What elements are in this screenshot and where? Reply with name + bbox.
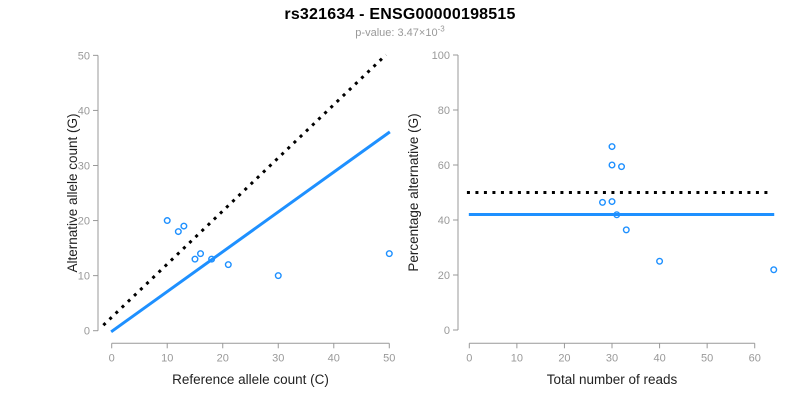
pvalue-label: p-value: 3.47×10 [355,27,438,39]
x-tick-label: 20 [558,352,570,364]
fit-line [110,130,391,334]
x-tick-label: 20 [217,352,229,364]
y-tick-label: 0 [444,325,450,337]
figure-subtitle: p-value: 3.47×10-3 [0,24,800,39]
y-axis-title: Alternative allele count (G) [65,113,80,272]
data-point [608,143,616,151]
data-point [274,272,282,280]
identity-line [102,53,388,327]
pvalue-exponent: -3 [437,24,445,34]
data-point [613,211,621,219]
data-point [622,226,630,234]
figure-title: rs321634 - ENSG00000198515 [284,6,516,23]
y-tick-label: 50 [78,50,90,62]
data-point [180,222,188,230]
x-tick-label: 10 [161,352,173,364]
data-point [770,266,778,274]
y-tick-label: 20 [78,216,90,228]
x-tick-label: 50 [701,352,713,364]
data-point [608,198,616,206]
x-axis-title: Reference allele count (C) [172,372,329,387]
data-point [608,161,616,169]
y-tick-label: 40 [78,105,90,117]
x-tick-label: 50 [383,352,395,364]
data-point [618,163,626,171]
data-point [163,217,171,225]
data-point [224,261,232,269]
data-point [174,228,182,236]
y-tick-label: 80 [438,105,450,117]
x-tick-label: 30 [606,352,618,364]
data-point [191,255,199,263]
left-plot: 0 10 20 30 40 50 0 10 20 30 40 50 Reference allele c… [65,50,395,387]
x-tick-label: 40 [653,352,665,364]
data-point [598,198,606,206]
x-tick-label: 0 [466,352,472,364]
x-tick-label: 30 [272,352,284,364]
y-tick-label: 10 [78,271,90,283]
x-axis-title: Total number of reads [547,372,678,387]
y-tick-label: 100 [432,50,450,62]
data-point [656,257,664,265]
data-point [385,250,393,258]
right-plot: 0 20 40 60 80 100 0 10 20 30 40 50 60 Total number of… [406,50,778,387]
x-tick-label: 60 [749,352,761,364]
y-tick-label: 40 [438,215,450,227]
y-tick-label: 20 [438,270,450,282]
x-tick-label: 0 [109,352,115,364]
x-tick-label: 10 [511,352,523,364]
y-tick-label: 0 [84,326,90,338]
y-tick-label: 60 [438,160,450,172]
x-tick-label: 40 [328,352,340,364]
y-axis-title: Percentage alternative (G) [406,113,421,271]
data-point [197,250,205,258]
y-tick-label: 30 [78,160,90,172]
data-point [208,255,216,263]
